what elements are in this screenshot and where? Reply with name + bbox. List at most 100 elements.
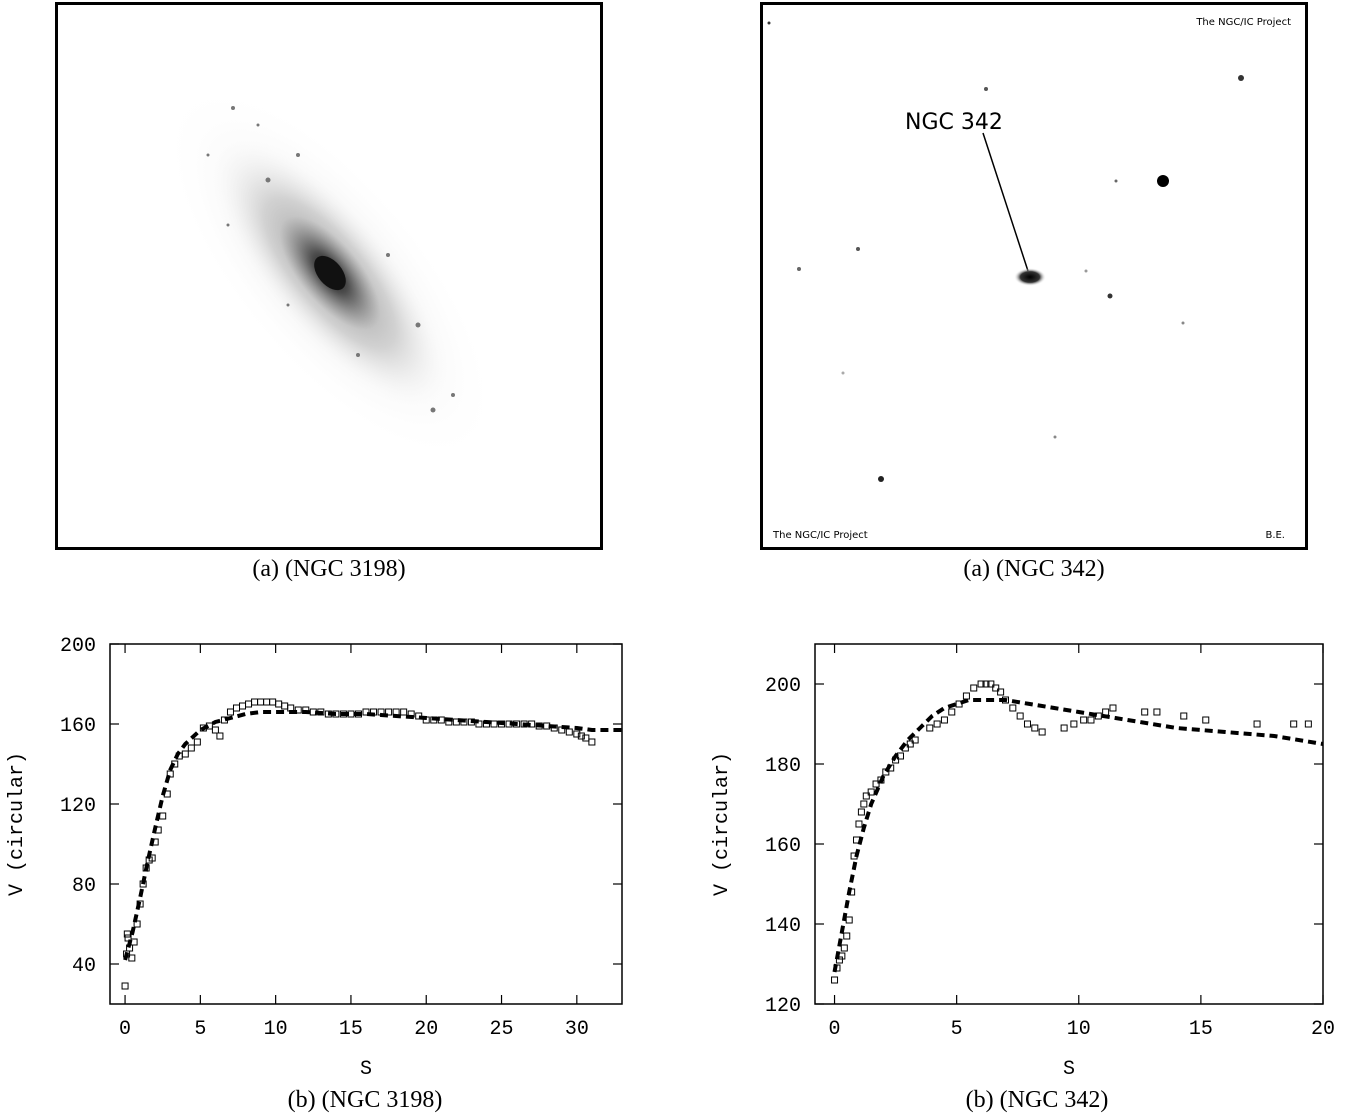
- observed-point: [187, 744, 195, 752]
- observed-point: [577, 732, 585, 740]
- observed-point: [857, 808, 865, 816]
- observed-point: [1002, 696, 1009, 704]
- observed-point: [385, 708, 393, 716]
- model-curve: [832, 698, 1323, 973]
- ngc342-label: NGC 342: [905, 110, 1003, 135]
- observed-point: [558, 726, 566, 734]
- observed-point: [339, 710, 347, 718]
- observed-point: [452, 718, 460, 726]
- observed-point: [482, 720, 490, 728]
- observed-point: [948, 708, 956, 716]
- observed-point: [407, 710, 415, 718]
- x-tick-label: 30: [565, 1018, 589, 1041]
- observed-point: [840, 944, 848, 952]
- observed-point: [347, 710, 355, 718]
- observed-point: [317, 708, 325, 716]
- observed-point: [1070, 720, 1078, 728]
- observed-point: [1094, 712, 1102, 720]
- caption-top-right: (a) (NGC 342): [963, 556, 1105, 582]
- observed-point: [475, 720, 483, 728]
- observed-point: [400, 708, 408, 716]
- galaxy-image-ngc3198: [55, 2, 603, 550]
- observed-point: [309, 708, 317, 716]
- observed-point: [955, 700, 963, 708]
- observed-point: [528, 720, 536, 728]
- observed-point: [882, 768, 890, 776]
- observed-point: [926, 724, 934, 732]
- observed-point: [1060, 724, 1068, 732]
- observed-point: [1023, 720, 1031, 728]
- x-axis-label: S: [1063, 1058, 1075, 1081]
- observed-point: [166, 770, 174, 778]
- observed-point: [513, 720, 521, 728]
- x-tick-label: 0: [829, 1018, 841, 1041]
- credit-bottom-right: B.E.: [1265, 530, 1285, 541]
- observed-point: [892, 756, 900, 764]
- galaxy-image-ngc342: The NGC/IC Project NGC 342 The NGC/IC Pr…: [760, 2, 1308, 550]
- observed-point: [588, 738, 596, 746]
- observed-point: [855, 820, 863, 828]
- y-tick-label: 120: [60, 795, 96, 818]
- observed-point: [257, 698, 265, 706]
- observed-point: [415, 712, 423, 720]
- field-stars: [767, 21, 1244, 482]
- observed-point: [987, 680, 995, 688]
- observed-point: [445, 718, 453, 726]
- observed-point: [1109, 704, 1117, 712]
- observed-point: [860, 800, 868, 808]
- y-tick-label: 80: [72, 875, 96, 898]
- observed-point: [232, 704, 240, 712]
- observed-point: [302, 706, 310, 714]
- observed-point: [245, 700, 253, 708]
- observed-point: [1141, 708, 1149, 716]
- y-tick-label: 180: [765, 755, 801, 778]
- observed-point: [845, 916, 853, 924]
- observed-point: [294, 706, 302, 714]
- observed-point: [287, 704, 295, 712]
- observed-point: [332, 710, 340, 718]
- observed-point: [263, 698, 271, 706]
- x-tick-label: 10: [264, 1018, 288, 1041]
- observed-point: [193, 738, 201, 746]
- x-tick-label: 15: [1189, 1018, 1213, 1041]
- ngc342-pointer-line: [982, 132, 1029, 272]
- observed-point: [324, 710, 332, 718]
- observed-point: [130, 938, 138, 946]
- observed-point: [275, 700, 283, 708]
- observed-point: [838, 952, 846, 960]
- observed-point: [843, 932, 851, 940]
- x-tick-label: 5: [951, 1018, 963, 1041]
- observed-point: [573, 730, 581, 738]
- observed-point: [1080, 716, 1088, 724]
- credit-bottom-left: The NGC/IC Project: [772, 530, 868, 541]
- observed-point: [239, 702, 247, 710]
- observed-point: [151, 838, 159, 846]
- y-axis-label: V (circular): [711, 752, 734, 896]
- credit-top: The NGC/IC Project: [1195, 17, 1291, 28]
- observed-point: [422, 716, 430, 724]
- observed-point: [437, 716, 445, 724]
- observed-point: [543, 722, 551, 730]
- caption-bottom-left: (b) (NGC 3198): [287, 1087, 443, 1113]
- observed-point: [977, 680, 985, 688]
- observed-point: [163, 790, 171, 798]
- y-tick-label: 140: [765, 915, 801, 938]
- observed-point: [867, 788, 875, 796]
- observed-point: [962, 692, 970, 700]
- observed-point: [1087, 716, 1095, 724]
- observed-point: [901, 744, 909, 752]
- observed-point: [535, 722, 543, 730]
- observed-point: [896, 752, 904, 760]
- observed-point: [142, 864, 150, 872]
- y-tick-label: 120: [765, 995, 801, 1018]
- galaxy-ngc342-rendering: The NGC/IC Project NGC 342 The NGC/IC Pr…: [767, 17, 1291, 541]
- x-tick-label: 20: [1311, 1018, 1335, 1041]
- observed-point: [159, 812, 167, 820]
- y-tick-label: 160: [60, 715, 96, 738]
- observed-point: [565, 728, 573, 736]
- observed-point: [940, 716, 948, 724]
- observed-point: [498, 720, 506, 728]
- observed-point: [181, 750, 189, 758]
- observed-point: [887, 764, 895, 772]
- observed-point: [1253, 720, 1261, 728]
